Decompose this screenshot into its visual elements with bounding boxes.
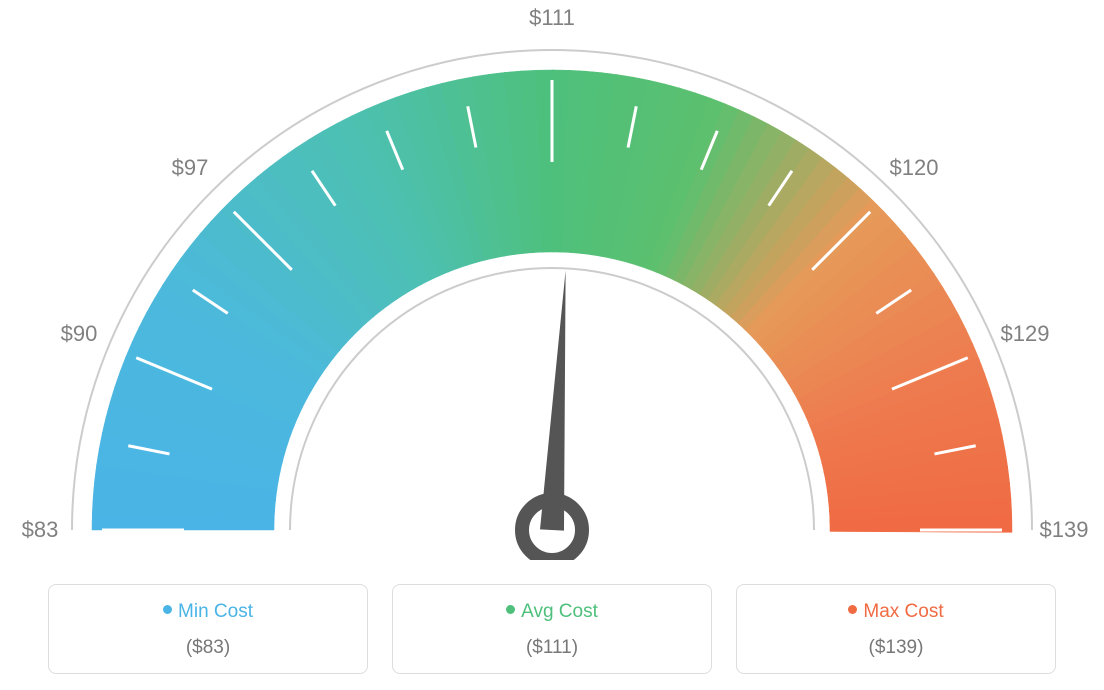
legend-title-avg: Avg Cost xyxy=(403,601,701,623)
legend-value-max: ($139) xyxy=(747,637,1045,659)
svg-text:$111: $111 xyxy=(529,5,575,30)
dot-icon xyxy=(506,605,515,614)
legend-value-avg: ($111) xyxy=(403,637,701,659)
legend-label: Avg Cost xyxy=(521,601,598,622)
legend-title-max: Max Cost xyxy=(747,601,1045,623)
gauge-svg: $83 $90 $97 $111 $120 $129 $139 xyxy=(0,0,1104,560)
dot-icon xyxy=(163,605,172,614)
legend-card-min: Min Cost ($83) xyxy=(48,584,368,674)
legend-label: Max Cost xyxy=(863,601,943,622)
svg-text:$97: $97 xyxy=(172,155,209,180)
legend-card-avg: Avg Cost ($111) xyxy=(392,584,712,674)
svg-text:$129: $129 xyxy=(1001,321,1050,346)
legend-label: Min Cost xyxy=(178,601,253,622)
svg-text:$90: $90 xyxy=(61,321,98,346)
cost-gauge: $83 $90 $97 $111 $120 $129 $139 xyxy=(0,0,1104,560)
dot-icon xyxy=(848,605,857,614)
svg-text:$139: $139 xyxy=(1040,517,1089,542)
legend-card-max: Max Cost ($139) xyxy=(736,584,1056,674)
legend-row: Min Cost ($83) Avg Cost ($111) Max Cost … xyxy=(0,584,1104,674)
svg-text:$83: $83 xyxy=(22,517,59,542)
legend-title-min: Min Cost xyxy=(59,601,357,623)
svg-text:$120: $120 xyxy=(890,155,939,180)
legend-value-min: ($83) xyxy=(59,637,357,659)
